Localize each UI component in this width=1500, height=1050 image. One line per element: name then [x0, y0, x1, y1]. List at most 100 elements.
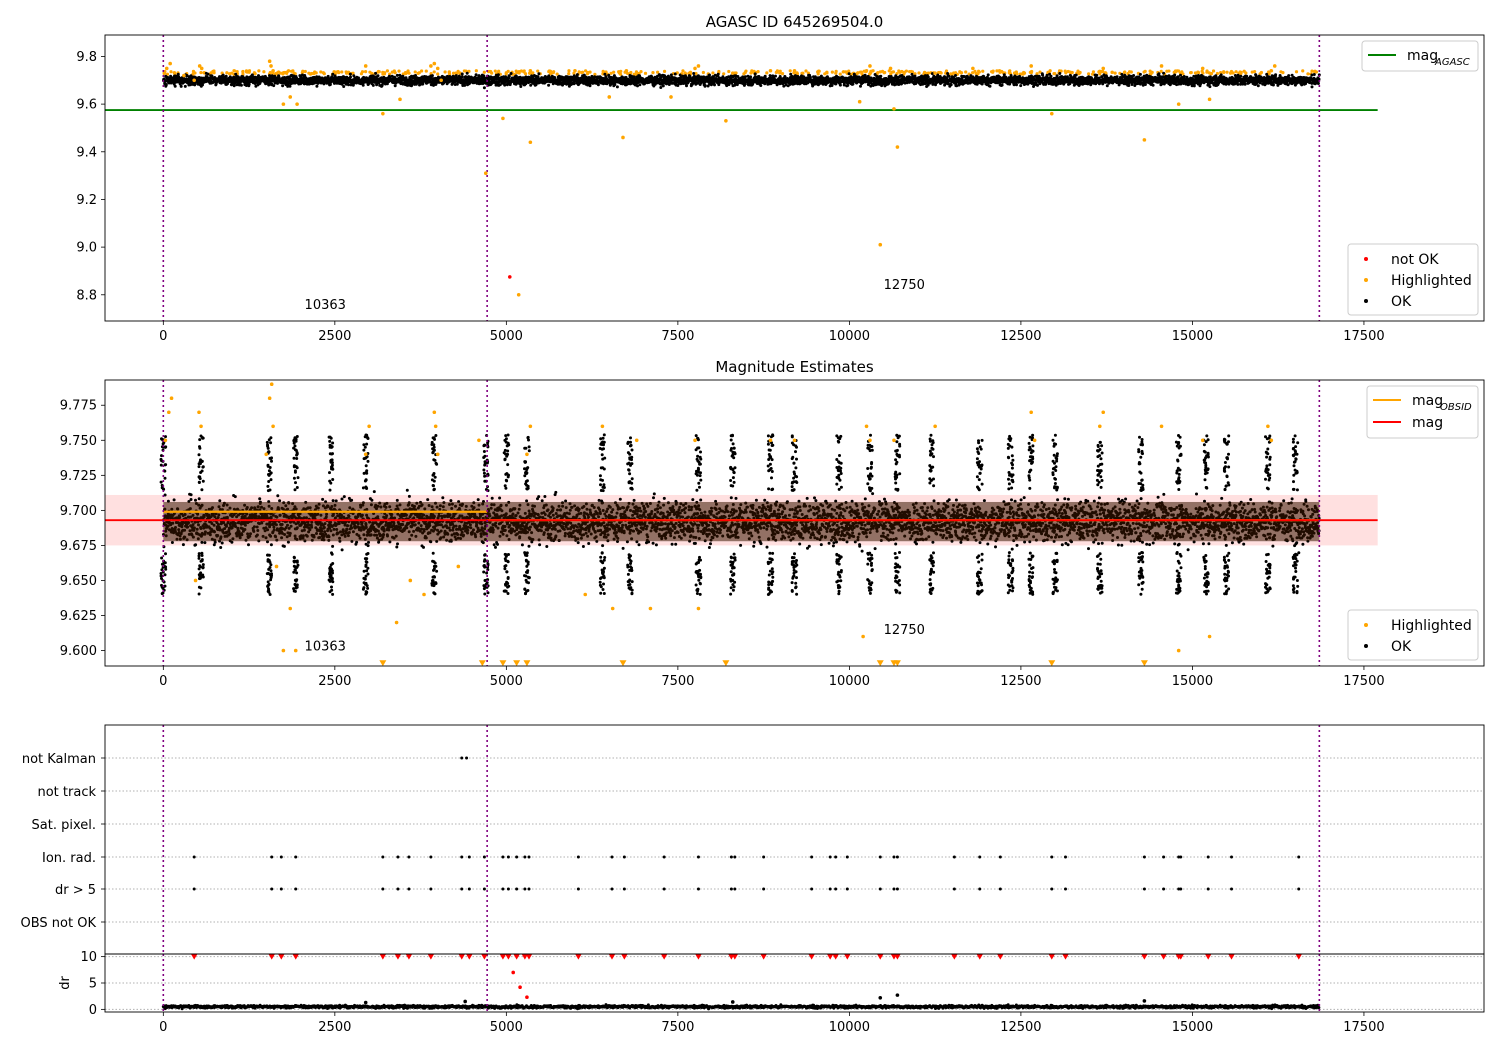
highlighted-point [169, 70, 173, 74]
ok-point [376, 74, 380, 78]
highlighted-point [1250, 70, 1254, 74]
highlighted-point [225, 71, 229, 75]
ok-point [1019, 84, 1023, 88]
ok-point [247, 82, 251, 86]
ok-point [1009, 74, 1013, 77]
highlighted-point [232, 69, 236, 73]
ok-point [743, 75, 747, 79]
ok-point [183, 84, 187, 88]
highlighted-point [1279, 70, 1283, 74]
highlighted-point [765, 71, 769, 75]
highlighted-point [936, 71, 941, 75]
highlighted-point [804, 69, 808, 73]
highlighted-point [858, 70, 863, 74]
highlighted-point [282, 71, 286, 75]
highlighted-point [1028, 70, 1032, 74]
highlighted-point [1196, 70, 1200, 74]
ok-point [179, 84, 183, 88]
ok-point [879, 74, 883, 78]
highlighted-point [711, 71, 715, 75]
ok-point [838, 83, 842, 87]
highlighted-point [847, 69, 851, 73]
highlighted-point [1215, 71, 1220, 76]
highlighted-point [806, 71, 811, 75]
ok-point [1157, 72, 1161, 76]
ok-point [474, 73, 478, 77]
highlighted-point [1038, 70, 1042, 74]
ok-point [460, 75, 464, 79]
highlighted-point [310, 71, 314, 76]
highlighted-point [390, 70, 394, 74]
highlighted-point [756, 69, 760, 74]
ok-point [774, 74, 777, 78]
ok-point [430, 74, 434, 78]
ok-point [1041, 73, 1045, 77]
highlighted-point [191, 69, 196, 73]
ok-point [232, 84, 236, 88]
ok-point [673, 72, 677, 76]
highlighted-point [531, 71, 535, 75]
highlighted-point [536, 69, 540, 73]
highlighted-point [970, 71, 975, 75]
highlighted-point [643, 71, 648, 75]
highlighted-point [1189, 70, 1193, 75]
ok-point [1095, 73, 1099, 77]
highlighted-point [981, 69, 985, 73]
highlighted-point [593, 72, 597, 76]
highlighted-point [268, 70, 272, 75]
highlighted-point [1008, 69, 1012, 73]
ok-point [661, 84, 665, 88]
highlighted-point [625, 71, 630, 76]
ok-point [547, 83, 551, 87]
ok-point [1074, 73, 1078, 77]
highlighted-point [336, 70, 340, 74]
highlighted-point [1310, 69, 1314, 73]
ok-point [1045, 73, 1049, 77]
highlighted-point [381, 70, 385, 74]
highlighted-point [291, 69, 295, 73]
highlighted-point [801, 71, 805, 75]
highlighted-point [908, 70, 912, 74]
ok-point [477, 74, 481, 78]
highlighted-point [497, 69, 501, 73]
highlighted-point [523, 72, 528, 76]
ok-point [926, 75, 930, 79]
highlighted-point [1193, 71, 1197, 75]
highlighted-point [1019, 72, 1023, 76]
ok-point [460, 72, 464, 76]
ok-point [224, 74, 228, 78]
highlighted-point [842, 70, 846, 74]
ok-point [1132, 74, 1136, 77]
highlighted-point [977, 70, 981, 74]
highlighted-point [1201, 71, 1205, 75]
highlighted-point [688, 70, 693, 74]
highlighted-point [953, 71, 958, 75]
highlighted-point [1211, 69, 1216, 73]
highlighted-point [903, 70, 907, 74]
highlighted-point [211, 69, 215, 74]
highlighted-point [830, 70, 834, 74]
highlighted-point [991, 69, 995, 73]
highlighted-point [253, 72, 257, 76]
highlighted-point [493, 69, 497, 73]
ok-point [1105, 84, 1109, 88]
ok-point [1000, 83, 1004, 87]
highlighted-point [604, 70, 608, 74]
highlighted-point [1110, 70, 1114, 74]
highlighted-point [788, 69, 792, 73]
highlighted-point [844, 70, 848, 74]
highlighted-point [1301, 69, 1305, 73]
highlighted-point [964, 70, 968, 74]
highlighted-point [601, 69, 605, 73]
highlighted-point [241, 70, 245, 74]
highlighted-point [1205, 69, 1209, 73]
ok-point [173, 84, 177, 88]
ok-point [847, 72, 851, 76]
highlighted-point [1052, 71, 1056, 76]
highlighted-point [1087, 72, 1091, 76]
highlighted-point [420, 69, 424, 73]
ok-point [1143, 83, 1147, 86]
highlighted-point [825, 70, 829, 74]
ok-point [947, 74, 951, 78]
highlighted-point [868, 72, 872, 76]
